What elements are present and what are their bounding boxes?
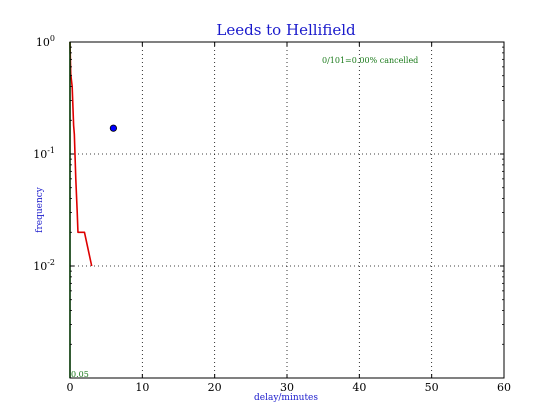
grid: [70, 42, 504, 378]
x-tick-label: 60: [497, 381, 511, 394]
x-tick-label: 20: [208, 381, 222, 394]
corner-annotation: 0.05: [71, 370, 89, 379]
x-tick-label: 40: [352, 381, 366, 394]
x-tick-label: 0: [67, 381, 74, 394]
plot-frame: [69, 41, 505, 379]
cancelled-annotation: 0/101=0.00% cancelled: [322, 56, 418, 65]
y-axis-label: frequency: [35, 186, 45, 233]
series-line-1: [69, 41, 93, 267]
x-tick-label: 50: [425, 381, 439, 394]
x-tick-label: 10: [135, 381, 149, 394]
chart-title: Leeds to Hellifield: [216, 21, 356, 39]
x-axis-label: delay/minutes: [254, 393, 318, 403]
x-tick-label: 30: [280, 381, 294, 394]
data-point-marker: [109, 124, 118, 132]
